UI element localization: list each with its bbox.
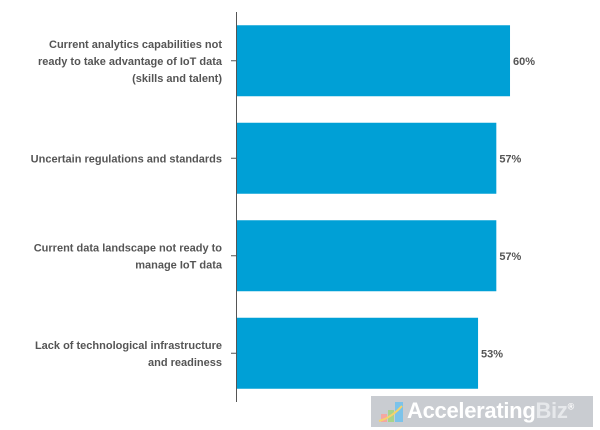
logo-registered: ®: [567, 401, 575, 412]
category-label: ready to take advantage of IoT data: [38, 56, 223, 68]
category-label: Uncertain regulations and standards: [31, 153, 222, 165]
logo-text-biz: Biz: [535, 398, 568, 423]
category-label: and readiness: [148, 357, 222, 369]
category-label: (skills and talent): [132, 73, 222, 85]
category-label: Current analytics capabilities not: [49, 39, 222, 51]
logo-text: Accelerating: [407, 398, 536, 423]
logo-chart-icon: [378, 402, 403, 422]
value-label: 60%: [513, 56, 535, 68]
bar: [236, 220, 497, 292]
value-label: 57%: [499, 251, 521, 263]
category-label: manage IoT data: [135, 259, 223, 271]
acceleratingbiz-watermark: AcceleratingBiz®: [371, 396, 593, 427]
bar: [236, 317, 479, 389]
value-label: 57%: [499, 153, 521, 165]
category-label: Current data landscape not ready to: [34, 242, 223, 254]
bar: [236, 25, 511, 97]
category-label: Lack of technological infrastructure: [35, 340, 222, 352]
bar: [236, 122, 497, 194]
value-label: 53%: [481, 348, 503, 360]
